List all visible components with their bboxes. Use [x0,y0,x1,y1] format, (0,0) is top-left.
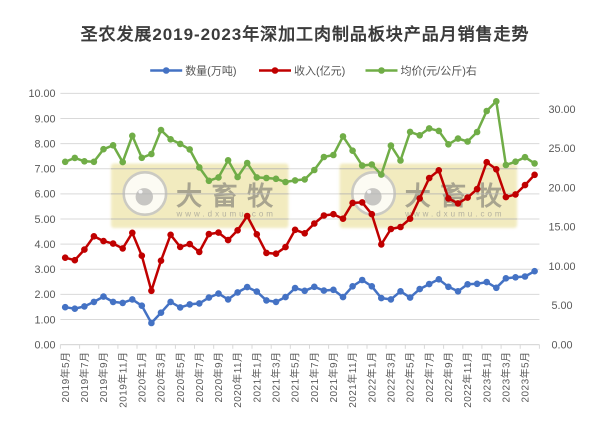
svg-text:0.00: 0.00 [551,339,572,351]
svg-text:2020年5月: 2020年5月 [174,352,187,403]
svg-text:4.00: 4.00 [34,239,55,251]
svg-text:0.00: 0.00 [34,339,55,351]
svg-text:2019年7月: 2019年7月 [78,352,91,403]
svg-text:2021年9月: 2021年9月 [327,352,340,403]
svg-text:2022年9月: 2022年9月 [442,352,455,403]
svg-text:圣农发展2019-2023年深加工肉制品板块产品月销售走势: 圣农发展2019-2023年深加工肉制品板块产品月销售走势 [81,24,530,44]
svg-text:5.00: 5.00 [34,214,55,226]
svg-text:2021年5月: 2021年5月 [289,352,302,403]
svg-text:30.00: 30.00 [548,104,575,116]
svg-text:2019年9月: 2019年9月 [97,352,110,403]
svg-text:2022年5月: 2022年5月 [404,352,417,403]
svg-text:2022年1月: 2022年1月 [365,352,378,403]
svg-text:www.dxumu.com: www.dxumu.com [404,210,504,219]
svg-text:2020年9月: 2020年9月 [212,352,225,403]
svg-text:2020年11月: 2020年11月 [231,352,244,408]
svg-text:7.00: 7.00 [34,164,55,176]
svg-text:2019年5月: 2019年5月 [59,352,72,403]
svg-text:数量(万吨): 数量(万吨) [185,65,236,78]
svg-text:25.00: 25.00 [548,143,575,155]
svg-text:www.dxumu.com: www.dxumu.com [176,210,276,219]
svg-text:15.00: 15.00 [548,222,575,234]
svg-text:2023年5月: 2023年5月 [519,352,532,403]
svg-text:5.00: 5.00 [551,300,572,312]
svg-text:1.00: 1.00 [34,314,55,326]
svg-text:2023年1月: 2023年1月 [480,352,493,403]
svg-text:收入(亿元): 收入(亿元) [294,64,345,78]
svg-text:均价(元/公斤)右: 均价(元/公斤)右 [401,64,477,78]
svg-text:2021年11月: 2021年11月 [346,352,359,408]
svg-text:2021年1月: 2021年1月 [250,352,263,403]
svg-text:大畜牧: 大畜牧 [176,181,283,211]
svg-text:2020年1月: 2020年1月 [135,352,148,403]
svg-text:6.00: 6.00 [34,189,55,201]
svg-text:2021年3月: 2021年3月 [270,352,283,403]
svg-text:10.00: 10.00 [548,261,575,273]
svg-text:2023年3月: 2023年3月 [500,352,513,403]
svg-text:2020年7月: 2020年7月 [193,352,206,403]
svg-text:2020年3月: 2020年3月 [155,352,168,403]
svg-text:2022年7月: 2022年7月 [423,352,436,403]
svg-text:2021年7月: 2021年7月 [308,352,321,403]
svg-text:9.00: 9.00 [34,113,55,125]
svg-text:2.00: 2.00 [34,289,55,301]
svg-text:20.00: 20.00 [548,182,575,194]
svg-text:10.00: 10.00 [28,88,55,100]
svg-text:2022年11月: 2022年11月 [461,352,474,408]
svg-text:2019年11月: 2019年11月 [116,352,129,408]
svg-text:3.00: 3.00 [34,264,55,276]
svg-text:8.00: 8.00 [34,138,55,150]
svg-text:2022年3月: 2022年3月 [385,352,398,403]
